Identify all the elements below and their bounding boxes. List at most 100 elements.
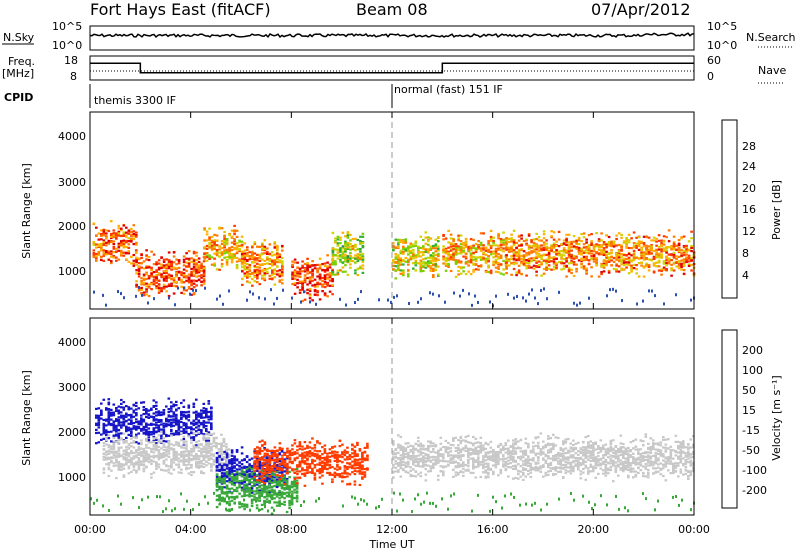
- power-cells-cell-1: [167, 251, 171, 254]
- vel-cells-cell-0: [200, 409, 203, 412]
- vel-cells-cell-1: [200, 450, 203, 453]
- vel-cells-cell-1: [102, 471, 106, 474]
- power-cells-cell-3: [241, 257, 244, 260]
- power-cells-cell-1: [162, 266, 166, 269]
- power-cells-cell-1: [145, 285, 148, 288]
- power-cells-cell-5: [354, 269, 357, 272]
- power-cells-cell-1: [172, 251, 176, 254]
- vel-cells-cell-1: [217, 458, 221, 462]
- vel-cells-cell-2: [215, 460, 219, 464]
- power-cells-cell-4: [293, 274, 297, 277]
- power-cells-cell-7: [492, 260, 495, 263]
- power-cells-cell-3: [241, 283, 244, 286]
- power-cells-cell-4: [291, 277, 294, 280]
- vel-cells-cell-0: [192, 438, 196, 442]
- power-cells-cell-2: [213, 245, 216, 248]
- power-cells-cell-8: [580, 233, 583, 236]
- power-cells-cell-4: [293, 273, 297, 276]
- power-cells-cell-2: [213, 239, 216, 242]
- nave-tick-lo: 0: [707, 70, 714, 83]
- power-cells-cell-8: [600, 232, 603, 235]
- vel-cells-cell-2: [268, 464, 271, 467]
- power-cells-cell-0: [95, 243, 98, 246]
- power-cells-cell-7: [454, 253, 458, 256]
- vel-cells-cell-1: [102, 441, 106, 445]
- vel-cells-cell-1: [220, 448, 223, 451]
- power-cells-cell-6: [402, 250, 405, 253]
- vel-cells-cell-2: [283, 481, 286, 484]
- power-cells-cell-0: [132, 238, 136, 241]
- vel-cells-cell-1: [135, 469, 138, 473]
- vel-cells-cell-2: [263, 463, 266, 466]
- vel-cells-cell-0: [122, 417, 126, 420]
- power-cells-cell-8: [657, 259, 661, 262]
- vel-cells-cell-1: [187, 458, 191, 461]
- power-cells-cell-7: [444, 247, 448, 250]
- power-cells-cell-8: [627, 263, 631, 267]
- power-cells-cell-8: [597, 244, 601, 247]
- vel-cells-cell-0: [182, 430, 186, 433]
- power-cells-cell-3: [281, 278, 284, 281]
- power-cells-cell-8: [670, 246, 673, 250]
- power-cells-cell-8: [545, 253, 548, 256]
- vel-cells-cell-0: [202, 407, 206, 410]
- power-cells-noise: [204, 286, 206, 290]
- power-cells-cell-5: [359, 256, 362, 259]
- vel-cells-cell-0: [192, 405, 196, 408]
- power-cells-cell-8: [597, 275, 601, 278]
- power-cells-cell-4: [293, 282, 297, 285]
- power-ytick-1000: 1000: [58, 265, 86, 278]
- power-cells-cell-3: [246, 251, 249, 255]
- power-cells-cell-6: [429, 267, 433, 270]
- power-cells-cell-1: [197, 260, 201, 264]
- power-cells-cell-6: [419, 266, 423, 269]
- vel-cells-cell-1: [117, 449, 121, 452]
- power-cells-cell-2: [213, 264, 216, 267]
- power-cells-cell-7: [454, 243, 458, 246]
- vel-cells-cell-2: [220, 466, 224, 469]
- power-cells-cell-8: [667, 229, 671, 232]
- vel-cells-cell-1: [205, 460, 208, 463]
- vel-cells-cell-0: [95, 422, 98, 425]
- vel-cells-cell-1: [132, 468, 136, 471]
- power-cells-cell-2: [220, 247, 224, 250]
- vel-cells-cell-0: [115, 430, 118, 433]
- power-cells-noise: [270, 288, 272, 292]
- power-cells-cell-8: [627, 272, 631, 275]
- power-cells-cell-1: [185, 257, 188, 260]
- power-cb-tick-16: 16: [742, 203, 756, 216]
- power-cells-cell-8: [622, 240, 626, 243]
- power-cells-cell-7: [494, 270, 498, 273]
- vel-cells-cell-1: [117, 465, 121, 468]
- vel-cells-cell-1: [112, 450, 116, 454]
- power-cells-cell-0: [120, 249, 123, 252]
- vel-cells-cell-0: [207, 439, 211, 442]
- power-cells-cell-8: [565, 259, 568, 262]
- power-cells-cell-8: [547, 264, 551, 267]
- vel-cells-cell-0: [195, 418, 198, 421]
- vel-cells-cell-0: [135, 441, 138, 444]
- power-cells-cell-6: [399, 240, 403, 243]
- power-cells-cell-8: [552, 238, 556, 241]
- vel-cells-cell-0: [207, 415, 211, 418]
- power-cells-cell-7: [472, 258, 475, 261]
- power-cells-cell-6: [414, 261, 418, 264]
- power-cells-cell-1: [187, 276, 191, 279]
- vel-cells-cell-0: [155, 401, 158, 404]
- power-cells-cell-4: [331, 278, 334, 281]
- vel-cells-cell-1: [162, 453, 166, 456]
- power-cells-cell-5: [344, 257, 347, 260]
- vel-cells-cell-0: [167, 410, 171, 414]
- power-cells-cell-5: [361, 256, 365, 259]
- power-cells-cell-1: [137, 271, 141, 274]
- vel-cells-cell-1: [197, 439, 201, 443]
- power-cells-cell-2: [223, 234, 226, 237]
- vel-cells-cell-1: [192, 432, 196, 435]
- power-cells-cell-5: [331, 258, 335, 261]
- power-cells-noise: [489, 300, 491, 304]
- vel-cells-cell-2: [233, 473, 236, 476]
- power-cells-cell-1: [145, 266, 148, 269]
- vel-cells-cell-0: [120, 398, 123, 402]
- vel-cells-cell-3: [220, 481, 224, 484]
- power-cells-cell-8: [647, 265, 651, 268]
